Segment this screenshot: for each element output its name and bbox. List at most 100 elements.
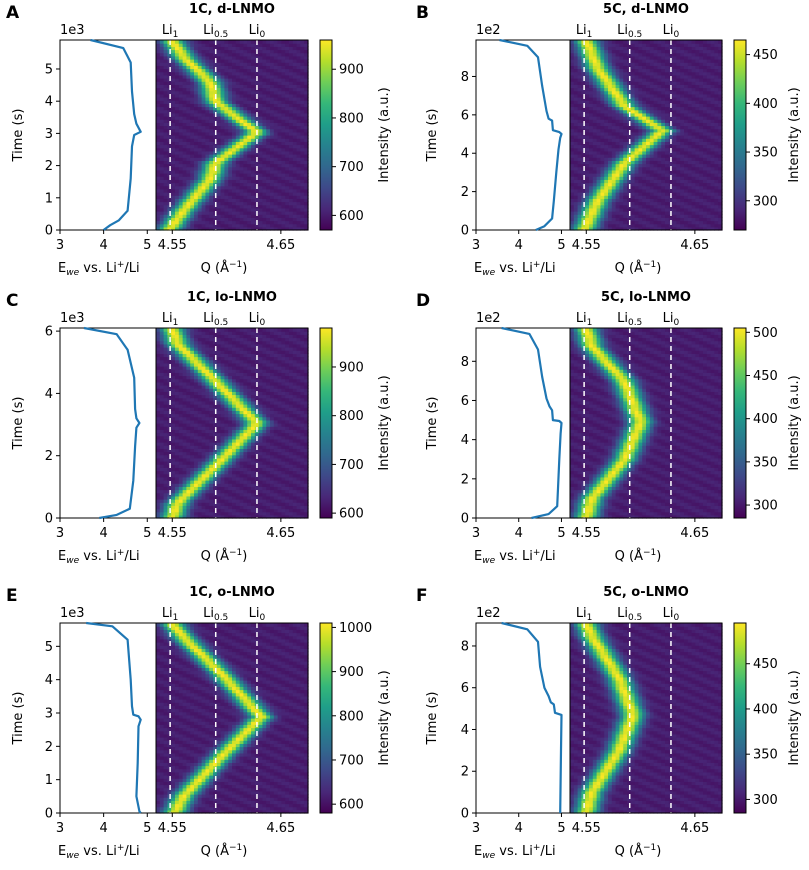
heatmap-cell xyxy=(232,141,237,146)
heatmap-cell xyxy=(589,93,594,98)
heatmap-cell xyxy=(615,106,620,111)
heatmap-cell xyxy=(668,154,674,158)
heatmap-cell xyxy=(273,122,279,127)
heatmap-cell xyxy=(247,157,252,161)
heatmap-cell xyxy=(665,119,670,123)
heatmap-cell xyxy=(570,116,575,120)
heatmap-cell xyxy=(684,52,689,57)
heatmap-cell xyxy=(285,116,290,120)
heatmap-cell xyxy=(243,71,248,76)
heatmap-cell xyxy=(243,150,248,155)
heatmap-cell xyxy=(247,109,252,114)
heatmap-cell xyxy=(175,204,180,209)
heatmap-cell xyxy=(718,135,723,139)
heatmap-cell xyxy=(258,43,263,47)
heatmap-cell xyxy=(604,157,609,161)
heatmap-cell xyxy=(292,65,298,70)
heatmap-cell xyxy=(209,150,214,155)
heatmap-cell xyxy=(585,188,590,193)
heatmap-cell xyxy=(209,55,214,60)
heatmap-cell xyxy=(182,100,187,104)
heatmap-cell xyxy=(270,122,275,127)
heatmap-cell xyxy=(577,103,582,108)
heatmap-cell xyxy=(642,160,647,165)
heatmap-cell xyxy=(592,122,598,127)
heatmap-cell xyxy=(163,135,168,139)
heatmap-cell xyxy=(175,128,180,133)
heatmap-cell xyxy=(216,223,222,228)
heatmap-cell xyxy=(703,135,708,139)
heatmap-cell xyxy=(668,223,674,228)
heatmap-cell xyxy=(205,112,210,117)
heatmap-cell xyxy=(159,71,165,76)
heatmap-cell xyxy=(665,52,670,57)
heatmap-cell xyxy=(687,176,693,180)
heatmap-cell xyxy=(718,144,723,149)
heatmap-cell xyxy=(281,112,286,117)
colorbar-tick-label: 700 xyxy=(339,160,364,175)
panel-label: C xyxy=(6,291,18,311)
heatmap-cell xyxy=(197,144,203,149)
heatmap-cell xyxy=(646,97,651,101)
heatmap-cell xyxy=(273,214,279,218)
heatmap-cell xyxy=(205,217,210,222)
heatmap-cell xyxy=(615,179,620,184)
heatmap-cell xyxy=(604,100,609,104)
heatmap-cell xyxy=(638,97,643,101)
heatmap-cell xyxy=(573,211,579,215)
heatmap-cell xyxy=(159,59,165,63)
heatmap-cell xyxy=(695,52,700,57)
heatmap-cell xyxy=(163,514,168,519)
heatmap-cell xyxy=(262,119,267,123)
heatmap-cell xyxy=(604,226,609,231)
heatmap-cell xyxy=(285,49,290,54)
heatmap-cell xyxy=(277,188,282,193)
heatmap-cell xyxy=(243,211,248,215)
heatmap-cell xyxy=(680,46,685,51)
heatmap-cell xyxy=(665,87,670,92)
heatmap-cell xyxy=(277,109,282,114)
heatmap-cell xyxy=(243,109,248,114)
heatmap-cell xyxy=(638,195,643,199)
heatmap-cell xyxy=(573,87,579,92)
heatmap-cell xyxy=(638,46,643,51)
heatmap-cell xyxy=(220,223,225,228)
heatmap-cell xyxy=(182,128,187,133)
heatmap-cell xyxy=(703,204,708,209)
heatmap-cell xyxy=(205,220,210,225)
heatmap-cell xyxy=(228,150,233,155)
heatmap-cell xyxy=(657,204,662,209)
heatmap-cell xyxy=(251,125,256,130)
heatmap-cell xyxy=(182,188,187,193)
heatmap-cell xyxy=(213,514,218,519)
heatmap-cell xyxy=(258,226,263,231)
heatmap-cell xyxy=(687,173,693,177)
heatmap-cell xyxy=(281,185,286,190)
heatmap-cell xyxy=(684,125,689,130)
heatmap-cell xyxy=(646,207,651,212)
heatmap-cell xyxy=(292,163,298,168)
heatmap-cell xyxy=(634,166,639,171)
heatmap-cell xyxy=(304,116,309,120)
heatmap-cell xyxy=(304,169,309,174)
heatmap-cell xyxy=(634,138,639,142)
heatmap-cell xyxy=(585,173,590,177)
heatmap-cell xyxy=(687,65,693,70)
heatmap-cell xyxy=(703,195,708,199)
heatmap-cell xyxy=(611,185,617,190)
heatmap-cell xyxy=(247,182,252,187)
heatmap-cell xyxy=(254,52,260,57)
heatmap-cell xyxy=(201,188,206,193)
heatmap-cell xyxy=(228,55,233,60)
heatmap-cell xyxy=(649,188,655,193)
heatmap-cell xyxy=(680,157,685,161)
heatmap-cell xyxy=(197,217,203,222)
heatmap-cell xyxy=(251,62,256,66)
heatmap-cell xyxy=(220,106,225,111)
heatmap-cell xyxy=(273,68,279,73)
heatmap-cell xyxy=(573,160,579,165)
heatmap-cell xyxy=(224,62,229,66)
heatmap-cell xyxy=(684,217,689,222)
heatmap-cell xyxy=(194,100,199,104)
heatmap-cell xyxy=(573,176,579,180)
